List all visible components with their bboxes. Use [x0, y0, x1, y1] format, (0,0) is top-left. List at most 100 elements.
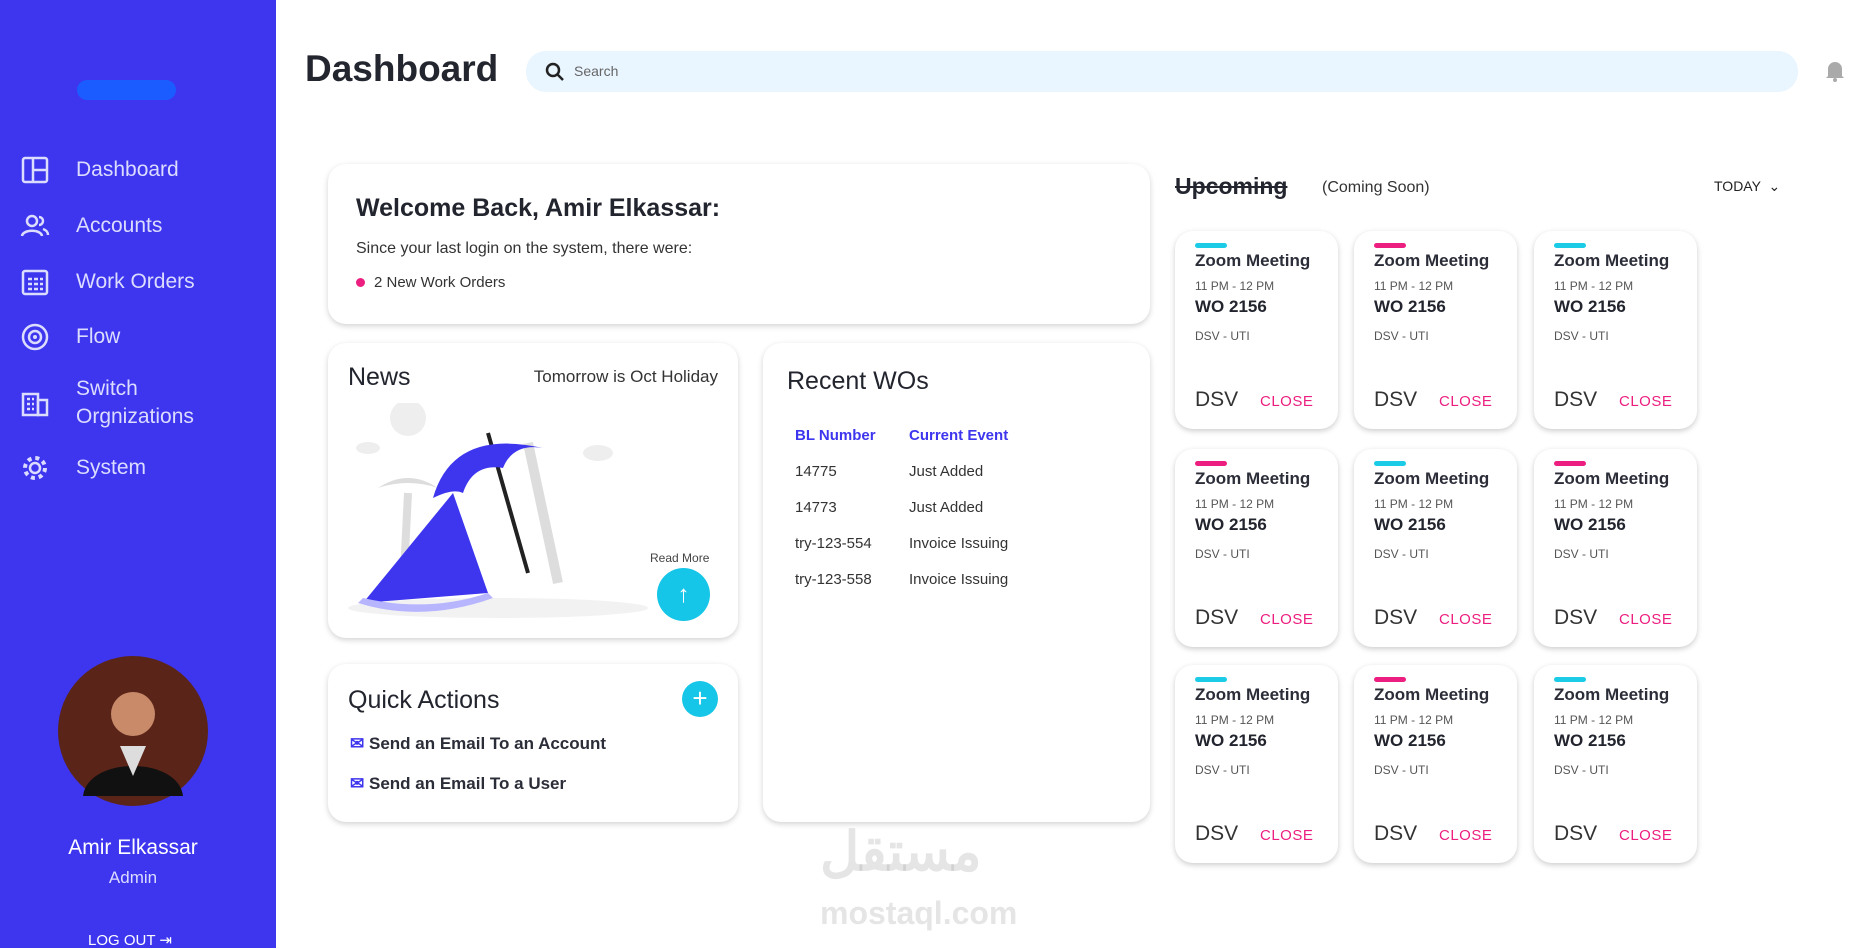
event-title: Zoom Meeting: [1195, 469, 1311, 488]
accent-bar: [1554, 243, 1586, 248]
event-card: Zoom Meeting 11 PM - 12 PM WO 2156 DSV - UT…: [1534, 665, 1697, 863]
accent-bar: [1554, 677, 1586, 682]
quick-action[interactable]: ✉ Send an Email To a User: [350, 774, 567, 793]
event-wo: WO 2156: [1374, 297, 1446, 316]
quick-action-label: Send an Email To an Account: [368, 734, 607, 753]
nav-label: Work Orders: [76, 270, 195, 293]
bullet: [356, 278, 365, 287]
event-card: Zoom Meeting 11 PM - 12 PM WO 2156 DSV - UT…: [1354, 665, 1517, 863]
close-button[interactable]: CLOSE: [1439, 611, 1493, 628]
event-time: 11 PM - 12 PM: [1374, 713, 1454, 727]
event-time: 11 PM - 12 PM: [1374, 279, 1454, 293]
event-title: Zoom Meeting: [1554, 469, 1670, 488]
event-title: Zoom Meeting: [1195, 685, 1311, 704]
close-button[interactable]: CLOSE: [1439, 393, 1493, 410]
user-name: Amir Elkassar: [68, 836, 198, 859]
event-title: Zoom Meeting: [1374, 685, 1490, 704]
filter-label: TODAY: [1714, 178, 1761, 194]
read-more-button[interactable]: ↑: [657, 568, 710, 621]
table-cell: 14773: [795, 499, 837, 516]
event-card: Zoom Meeting 11 PM - 12 PM WO 2156 DSV - UT…: [1354, 449, 1517, 647]
accent-bar: [1374, 243, 1406, 248]
event-title: Zoom Meeting: [1195, 251, 1311, 270]
table-cell: try-123-558: [795, 571, 872, 588]
event-company: DSV: [1374, 606, 1418, 629]
close-button[interactable]: CLOSE: [1619, 611, 1673, 628]
event-time: 11 PM - 12 PM: [1195, 713, 1275, 727]
welcome-text: Since your last login on the system, the…: [356, 240, 693, 257]
event-card: Zoom Meeting 11 PM - 12 PM WO 2156 DSV - UT…: [1534, 231, 1697, 429]
add-button[interactable]: +: [682, 681, 718, 717]
event-wo: WO 2156: [1554, 731, 1626, 750]
event-route: DSV - UTI: [1374, 329, 1429, 343]
search-placeholder: Search: [574, 63, 619, 79]
nav-label: System: [76, 456, 147, 479]
nav-item[interactable]: Switch Orgnizations: [0, 377, 276, 428]
news-card: News Tomorrow is Oct Holiday Read More ↑: [328, 343, 738, 638]
accent-bar: [1374, 677, 1406, 682]
accent-bar: [1195, 677, 1227, 682]
logo[interactable]: [77, 80, 176, 100]
search-bar[interactable]: Search: [526, 51, 1798, 92]
upcoming-note: (Coming Soon): [1322, 179, 1430, 196]
watermark-arabic: مستقل: [820, 822, 982, 882]
table-cell: Just Added: [909, 499, 984, 516]
nav-item[interactable]: System: [0, 448, 276, 488]
event-route: DSV - UTI: [1554, 547, 1609, 561]
event-time: 11 PM - 12 PM: [1554, 497, 1634, 511]
bell-icon[interactable]: [1824, 58, 1846, 82]
event-route: DSV - UTI: [1554, 763, 1609, 777]
event-card: Zoom Meeting 11 PM - 12 PM WO 2156 DSV - UT…: [1175, 231, 1338, 429]
accent-bar: [1195, 243, 1227, 248]
accent-bar: [1195, 461, 1227, 466]
filter-dropdown[interactable]: TODAY ⌄: [1714, 178, 1781, 194]
close-button[interactable]: CLOSE: [1260, 827, 1314, 844]
event-route: DSV - UTI: [1195, 763, 1250, 777]
nav-item[interactable]: Dashboard: [0, 150, 276, 190]
event-company: DSV: [1195, 388, 1239, 411]
welcome-item: 2 New Work Orders: [374, 274, 506, 291]
close-button[interactable]: CLOSE: [1619, 393, 1673, 410]
event-company: DSV: [1554, 388, 1598, 411]
event-title: Zoom Meeting: [1374, 251, 1490, 270]
close-button[interactable]: CLOSE: [1260, 393, 1314, 410]
event-company: DSV: [1554, 822, 1598, 845]
event-company: DSV: [1195, 606, 1239, 629]
quick-actions-title: Quick Actions: [348, 686, 500, 714]
table-cell: try-123-554: [795, 535, 872, 552]
nav-item[interactable]: Accounts: [0, 206, 276, 246]
event-wo: WO 2156: [1195, 731, 1267, 750]
event-company: DSV: [1554, 606, 1598, 629]
quick-actions-card: Quick Actions + ✉ Send an Email To an Ac…: [328, 664, 738, 822]
quick-action[interactable]: ✉ Send an Email To an Account: [350, 734, 607, 753]
event-route: DSV - UTI: [1554, 329, 1609, 343]
welcome-card: Welcome Back, Amir Elkassar: Since your …: [328, 164, 1150, 324]
event-time: 11 PM - 12 PM: [1554, 279, 1634, 293]
close-button[interactable]: CLOSE: [1260, 611, 1314, 628]
news-headline: Tomorrow is Oct Holiday: [533, 367, 718, 386]
event-time: 11 PM - 12 PM: [1554, 713, 1634, 727]
event-time: 11 PM - 12 PM: [1195, 497, 1275, 511]
event-title: Zoom Meeting: [1554, 251, 1670, 270]
event-company: DSV: [1374, 388, 1418, 411]
event-wo: WO 2156: [1195, 515, 1267, 534]
nav-item[interactable]: Flow: [0, 317, 276, 357]
table-cell: Invoice Issuing: [909, 571, 1009, 588]
event-time: 11 PM - 12 PM: [1374, 497, 1454, 511]
column-header: BL Number: [795, 427, 876, 444]
nav-item[interactable]: Work Orders: [0, 262, 276, 302]
table-cell: 14775: [795, 463, 837, 480]
event-title: Zoom Meeting: [1374, 469, 1490, 488]
close-button[interactable]: CLOSE: [1439, 827, 1493, 844]
upcoming-title: Upcoming: [1175, 173, 1288, 199]
close-button[interactable]: CLOSE: [1619, 827, 1673, 844]
event-wo: WO 2156: [1554, 297, 1626, 316]
recent-wos-title: Recent WOs: [787, 367, 929, 395]
logout[interactable]: LOG OUT ⇥: [88, 932, 172, 949]
watermark-latin: mostaql.com: [820, 895, 1018, 931]
accent-bar: [1374, 461, 1406, 466]
event-card: Zoom Meeting 11 PM - 12 PM WO 2156 DSV - UT…: [1175, 665, 1338, 863]
page-title: Dashboard: [305, 48, 499, 89]
read-more-label: Read More: [650, 551, 710, 565]
